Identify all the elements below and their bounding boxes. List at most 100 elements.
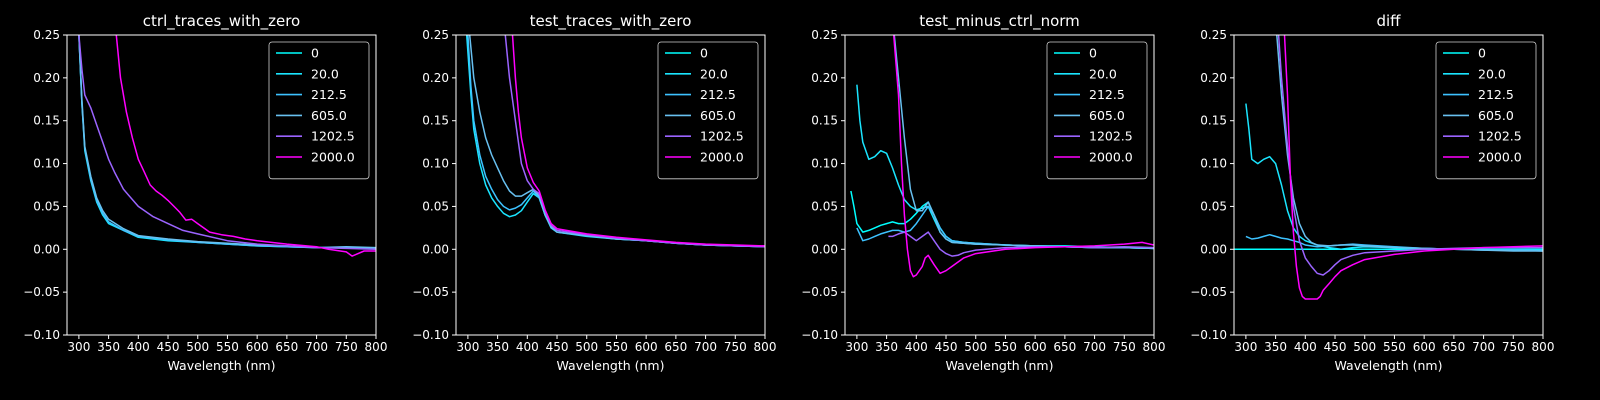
x-tick-label: 350 (875, 340, 898, 354)
legend-entry: 1202.5 (1089, 129, 1133, 144)
x-tick-label: 600 (1413, 340, 1436, 354)
series-line-2000.0 (511, 35, 765, 247)
legend-entry: 2000.0 (1478, 150, 1522, 165)
y-tick-label: 0.15 (422, 114, 449, 128)
plot-area (465, 35, 765, 248)
legend-entry: 1202.5 (700, 129, 744, 144)
y-tick-label: 0.00 (811, 242, 838, 256)
chart-panel-1: ctrl_traces_with_zero 300 350 400 450 500 550 6… (23, 12, 387, 373)
y-tick-label: 0.10 (422, 157, 449, 171)
x-tick-label: 800 (754, 340, 777, 354)
legend-entry: 20.0 (311, 66, 339, 81)
x-tick-label: 400 (127, 340, 150, 354)
x-tick-label: 300 (845, 340, 868, 354)
x-tick-label: 550 (994, 340, 1017, 354)
x-tick-label: 800 (365, 340, 388, 354)
y-tick-label: 0.10 (1200, 157, 1227, 171)
x-tick-label: 700 (694, 340, 717, 354)
chart-title: diff (1376, 12, 1401, 30)
x-axis-label: Wavelength (nm) (557, 358, 665, 373)
x-tick-label: 800 (1532, 340, 1555, 354)
x-tick-label: 450 (157, 340, 180, 354)
axes-frame (66, 34, 377, 336)
legend-entry: 0 (1478, 46, 1486, 61)
y-tick-label: −0.05 (1190, 285, 1227, 299)
y-tick-label: −0.05 (23, 285, 60, 299)
x-tick-label: 500 (1353, 340, 1376, 354)
x-tick-label: 750 (1113, 340, 1136, 354)
series-line-2000.0 (892, 35, 1154, 278)
chart-panel-4: diff 300 350 400 450 500 550 600 650 700 750 800 −0.… (1190, 12, 1554, 373)
legend-box (268, 41, 370, 180)
y-tick-label: 0.00 (33, 242, 60, 256)
legend: 0 20.0 212.5 605.0 1202.5 2000.0 (1435, 41, 1537, 180)
legend-entry: 212.5 (1478, 87, 1514, 102)
x-tick-label: 500 (575, 340, 598, 354)
x-tick-label: 450 (935, 340, 958, 354)
y-tick-label: 0.00 (422, 242, 449, 256)
y-tick-label: 0.05 (33, 199, 60, 213)
legend-entry: 1202.5 (311, 129, 355, 144)
chart-title: test_minus_ctrl_norm (919, 12, 1080, 31)
x-tick-label: 700 (305, 340, 328, 354)
y-tick-label: −0.10 (801, 328, 838, 342)
legend-entry: 2000.0 (700, 150, 744, 165)
legend-entry: 20.0 (1478, 66, 1506, 81)
legend-entry: 605.0 (700, 108, 736, 123)
y-tick-label: 0.15 (1200, 114, 1227, 128)
y-tick-label: 0.20 (422, 71, 449, 85)
y-tick-label: −0.10 (23, 328, 60, 342)
x-tick-label: 400 (905, 340, 928, 354)
legend-box (1435, 41, 1537, 180)
legend-box (657, 41, 759, 180)
chart-title: test_traces_with_zero (530, 12, 692, 31)
x-tick-label: 400 (516, 340, 539, 354)
x-tick-label: 550 (1383, 340, 1406, 354)
chart-title: ctrl_traces_with_zero (143, 12, 300, 31)
y-tick-label: 0.05 (811, 199, 838, 213)
legend-entry: 212.5 (311, 87, 347, 102)
x-tick-label: 450 (546, 340, 569, 354)
series-line-0 (850, 190, 1154, 250)
legend-entry: 0 (700, 46, 708, 61)
y-tick-label: 0.25 (1200, 28, 1227, 42)
legend-entry: 2000.0 (1089, 150, 1133, 165)
y-tick-label: −0.05 (412, 285, 449, 299)
series-line-1202.5 (78, 35, 376, 251)
series-line-212.5 (856, 205, 1154, 250)
legend-entry: 0 (311, 46, 319, 61)
x-tick-label: 650 (664, 340, 687, 354)
legend-box (1046, 41, 1148, 180)
legend-entry: 1202.5 (1478, 129, 1522, 144)
axes-frame (1233, 34, 1544, 336)
y-tick-label: −0.10 (412, 328, 449, 342)
x-tick-label: 550 (605, 340, 628, 354)
y-tick-label: 0.10 (33, 157, 60, 171)
y-tick-label: 0.15 (33, 114, 60, 128)
axes-frame (844, 34, 1155, 336)
series-line-2000.0 (1283, 35, 1543, 300)
x-tick-label: 500 (964, 340, 987, 354)
chart-panel-3: test_minus_ctrl_norm 300 350 400 450 500 550 60… (801, 12, 1165, 373)
y-tick-label: 0.20 (811, 71, 838, 85)
x-axis-label: Wavelength (nm) (1335, 358, 1443, 373)
y-tick-label: 0.10 (811, 157, 838, 171)
plot-area (1234, 35, 1543, 300)
y-tick-label: 0.05 (1200, 199, 1227, 213)
x-tick-label: 750 (335, 340, 358, 354)
y-tick-label: 0.20 (33, 71, 60, 85)
series-line-2000.0 (115, 35, 376, 257)
x-tick-label: 700 (1472, 340, 1495, 354)
x-tick-label: 650 (275, 340, 298, 354)
x-tick-label: 350 (97, 340, 120, 354)
legend-entry: 2000.0 (311, 150, 355, 165)
x-tick-label: 300 (67, 340, 90, 354)
y-tick-label: 0.00 (1200, 242, 1227, 256)
x-tick-label: 350 (486, 340, 509, 354)
x-tick-label: 800 (1143, 340, 1166, 354)
y-tick-label: −0.10 (1190, 328, 1227, 342)
x-axis-label: Wavelength (nm) (946, 358, 1054, 373)
legend: 0 20.0 212.5 605.0 1202.5 2000.0 (657, 41, 759, 180)
plot-area (850, 35, 1154, 278)
y-tick-label: 0.20 (1200, 71, 1227, 85)
